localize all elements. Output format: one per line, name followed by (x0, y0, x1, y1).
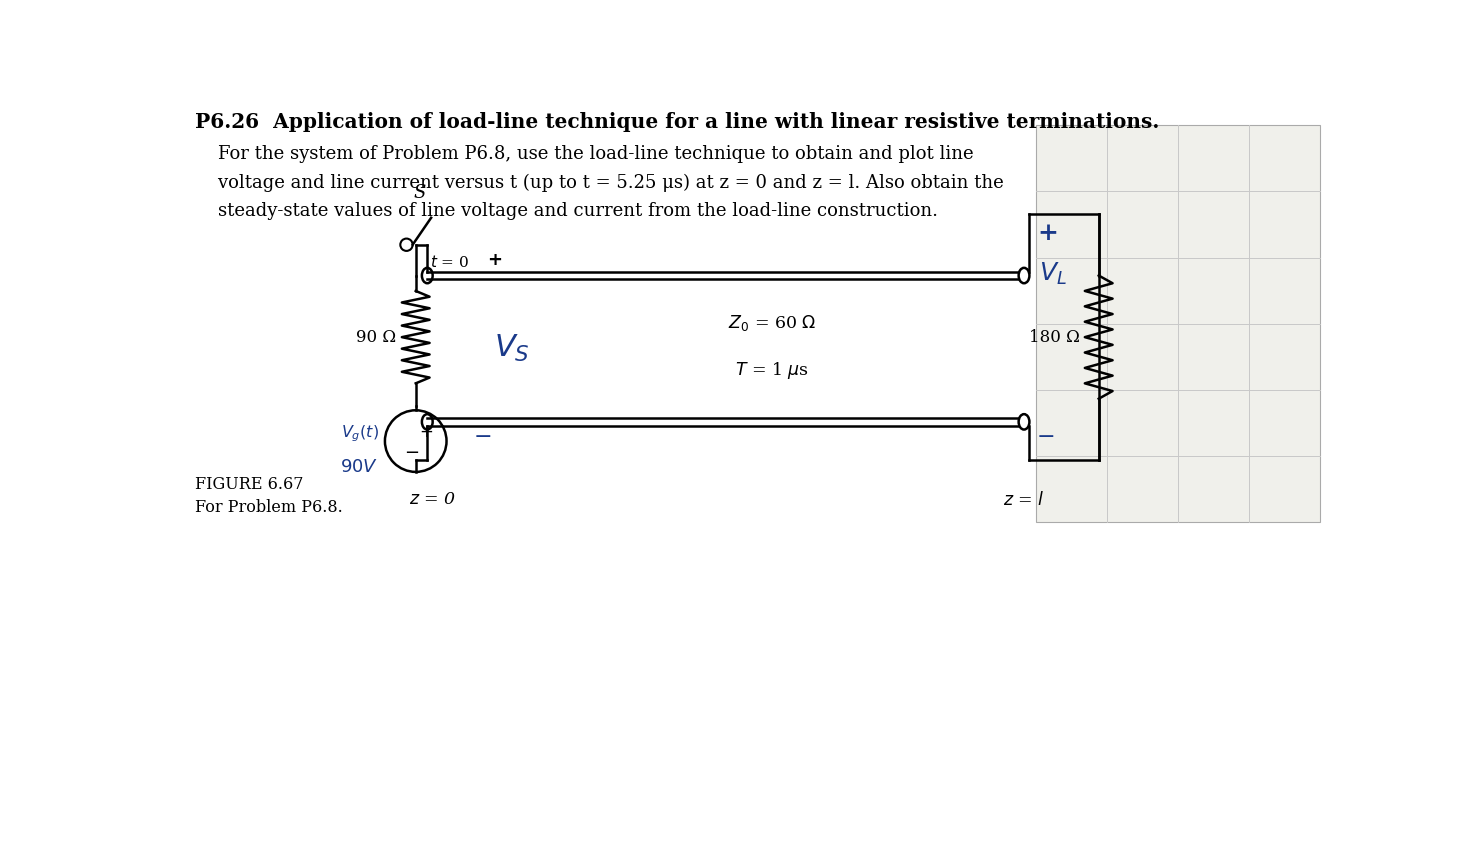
Text: +: + (420, 423, 433, 441)
Text: For the system of Problem P6.8, use the load-line technique to obtain and plot l: For the system of Problem P6.8, use the … (195, 145, 973, 162)
Text: For Problem P6.8.: For Problem P6.8. (195, 499, 343, 516)
Text: $z$ = $l$: $z$ = $l$ (1003, 492, 1044, 509)
Text: $T$ = 1 $\mu$s: $T$ = 1 $\mu$s (735, 360, 809, 382)
Text: steady-state values of line voltage and current from the load-line construction.: steady-state values of line voltage and … (195, 202, 938, 221)
Text: $\mathit{90V}$: $\mathit{90V}$ (340, 458, 379, 476)
FancyBboxPatch shape (1035, 125, 1321, 522)
Text: voltage and line current versus t (up to t = 5.25 μs) at z = 0 and z = l. Also o: voltage and line current versus t (up to… (195, 174, 1003, 192)
Ellipse shape (1019, 268, 1029, 283)
Text: S: S (414, 184, 426, 202)
Text: +: + (1037, 221, 1057, 245)
Text: $V_g(t)$: $V_g(t)$ (340, 423, 379, 443)
Text: FIGURE 6.67: FIGURE 6.67 (195, 475, 303, 492)
Text: $t$ = 0: $t$ = 0 (429, 254, 469, 270)
Text: $V_S$: $V_S$ (494, 333, 529, 365)
Text: $V_L$: $V_L$ (1038, 261, 1066, 287)
Text: −: − (473, 426, 493, 448)
Circle shape (401, 239, 413, 251)
Ellipse shape (1019, 415, 1029, 430)
Text: −: − (1037, 426, 1056, 448)
Text: 90 Ω: 90 Ω (356, 328, 396, 346)
Text: $z$ = 0: $z$ = 0 (410, 492, 457, 508)
Text: $Z_0$ = 60 $\Omega$: $Z_0$ = 60 $\Omega$ (728, 313, 816, 333)
Text: P6.26  Application of load-line technique for a line with linear resistive termi: P6.26 Application of load-line technique… (195, 113, 1160, 132)
Text: $\bf{+}$: $\bf{+}$ (488, 251, 503, 269)
Text: −: − (404, 443, 420, 462)
Text: 180 Ω: 180 Ω (1028, 328, 1080, 346)
